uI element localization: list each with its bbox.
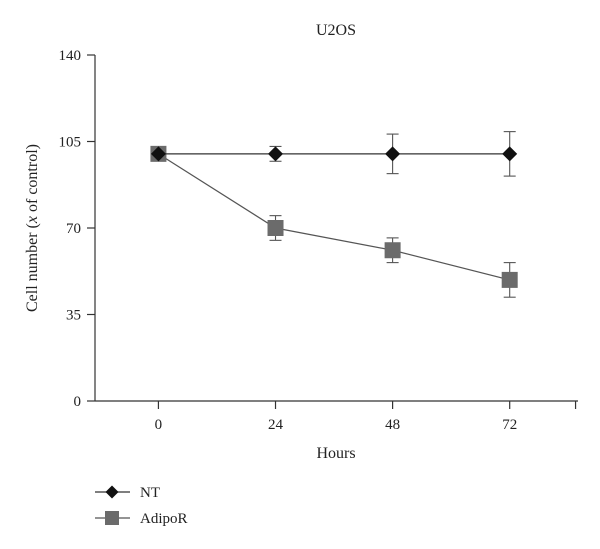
data-point bbox=[267, 220, 284, 236]
series-adipor bbox=[150, 145, 518, 298]
y-tick-label: 0 bbox=[74, 394, 82, 410]
y-tick-label: 35 bbox=[66, 308, 81, 324]
series-layer bbox=[150, 131, 518, 298]
legend-marker bbox=[105, 485, 119, 499]
y-tick-label: 140 bbox=[59, 48, 82, 64]
legend-label: NT bbox=[140, 485, 160, 501]
series-nt bbox=[150, 131, 518, 177]
y-ticks: 0 35 70 105 140 bbox=[59, 48, 95, 410]
y-axis-title-part1: Cell number ( bbox=[24, 223, 41, 312]
legend-marker bbox=[105, 511, 119, 525]
x-axis-title: Hours bbox=[316, 445, 355, 462]
x-tick-label: 48 bbox=[385, 417, 400, 433]
legend-label: AdipoR bbox=[140, 511, 188, 527]
y-tick-label: 105 bbox=[59, 135, 82, 151]
axes bbox=[94, 55, 578, 402]
x-tick-label: 24 bbox=[268, 417, 284, 433]
series-line bbox=[158, 153, 510, 281]
chart-title: U2OS bbox=[316, 22, 356, 39]
data-point bbox=[268, 146, 284, 162]
y-tick-label: 70 bbox=[66, 221, 81, 237]
legend-item-nt: NT bbox=[95, 485, 160, 501]
data-point bbox=[385, 146, 401, 162]
data-point bbox=[501, 271, 518, 288]
y-axis-title: Cell number (x of control) bbox=[24, 144, 41, 312]
x-tick-label: 0 bbox=[155, 417, 163, 433]
y-axis-title-part2: of control) bbox=[24, 144, 41, 216]
y-axis-title-variable: x bbox=[24, 216, 41, 224]
data-point bbox=[150, 146, 166, 162]
data-point bbox=[502, 146, 518, 162]
legend-item-adipor: AdipoR bbox=[95, 511, 188, 527]
x-ticks: 0 24 48 72 bbox=[155, 401, 577, 433]
legend: NT AdipoR bbox=[95, 485, 188, 527]
x-tick-label: 72 bbox=[502, 417, 517, 433]
data-point bbox=[384, 242, 401, 259]
